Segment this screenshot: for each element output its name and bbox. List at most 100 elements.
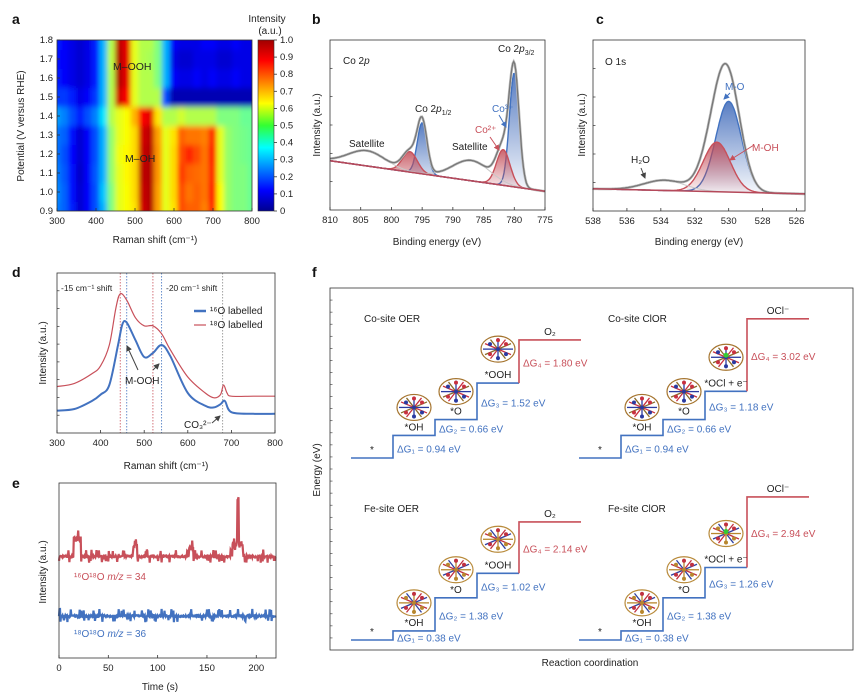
heatmap-cell: [130, 182, 140, 202]
panel-a-ytick-label: 1.0: [40, 187, 53, 198]
heatmap-cell: [115, 144, 124, 164]
heatmap-cell: [76, 40, 85, 50]
panel-b-ylabel: Intensity (a.u.): [312, 93, 323, 156]
arrow-h2o: [640, 167, 646, 179]
heatmap-cell: [138, 182, 148, 202]
heatmap-cell: [76, 87, 85, 107]
heatmap-cell: [146, 87, 155, 107]
heatmap-cell: [138, 49, 148, 69]
panel-b-xtick-label: 810: [322, 215, 338, 226]
heatmap-cell: [146, 163, 155, 183]
heatmap-cell: [224, 125, 233, 145]
heatmap-cell: [76, 125, 85, 145]
panel-a-xtick-label: 800: [244, 216, 260, 227]
delta-g-label: ΔG₄ = 3.02 eV: [751, 352, 816, 363]
delta-g-label: ΔG₁ = 0.94 eV: [397, 445, 461, 456]
panel-c-xtick-label: 534: [653, 216, 669, 227]
heatmap-cell: [154, 182, 163, 202]
heatmap-cell: [193, 125, 202, 145]
step-label: *OOH: [485, 560, 512, 571]
heatmap-cell: [60, 87, 70, 107]
heatmap-cell: [154, 144, 163, 164]
heatmap-cell: [185, 106, 194, 126]
heatmap-cell: [247, 87, 252, 107]
heatmap-cell: [224, 40, 233, 50]
heatmap-cell: [122, 201, 132, 211]
ms-trace-mz36: [57, 607, 277, 625]
heatmap-cell: [68, 40, 77, 50]
heatmap-cell: [185, 163, 194, 183]
heatmap-cell: [107, 106, 116, 126]
heatmap-cell: [107, 40, 116, 50]
delta-g-label: ΔG₂ = 1.38 eV: [439, 611, 504, 622]
heatmap-cell: [193, 87, 202, 107]
heatmap-cell: [169, 201, 179, 211]
heatmap-cell: [208, 125, 218, 145]
heatmap-cell: [154, 49, 163, 69]
heatmap-cell: [99, 87, 109, 107]
heatmap-cell: [216, 49, 226, 69]
panel-e-xtick-label: 0: [56, 663, 61, 674]
colorbar: [257, 39, 275, 212]
panel-a-ytick-label: 1.1: [40, 168, 53, 179]
step-label: *OH: [633, 618, 652, 629]
heatmap-cell: [99, 106, 109, 126]
panel-c-background: [592, 188, 806, 195]
heatmap-cell: [216, 182, 226, 202]
heatmap-cell: [247, 40, 252, 50]
heatmap-cell: [138, 163, 148, 183]
heatmap-cell: [169, 87, 179, 107]
step-label: *: [370, 627, 374, 638]
panel-a-ytick-label: 1.8: [40, 35, 53, 46]
panel-b-xtick-label: 800: [383, 215, 399, 226]
heatmap-cell: [76, 68, 85, 88]
heatmap-cell: [68, 201, 77, 211]
catalyst-structure-icon: [624, 589, 660, 617]
heatmap-cell: [68, 182, 77, 202]
panel-a-heatmap: M–OOH M–OH Intensity (a.u.) Raman shift …: [16, 14, 293, 246]
heatmap-cell: [208, 49, 218, 69]
heatmap-cell: [193, 144, 202, 164]
heatmap-cell: [60, 182, 70, 202]
heatmap-cell: [91, 201, 101, 211]
step-label: *O: [678, 407, 690, 418]
heatmap-cell: [169, 182, 179, 202]
heatmap-cell: [91, 40, 101, 50]
heatmap-cell: [107, 163, 116, 183]
heatmap-cell: [146, 201, 155, 211]
energy-step-final: [518, 339, 581, 384]
heatmap-cell: [146, 182, 155, 202]
heatmap-cell: [83, 68, 93, 88]
label-mz36: ¹⁸O¹⁸O m/z = 36: [74, 629, 147, 640]
heatmap-cell: [57, 40, 62, 50]
step-label: OCl⁻: [767, 306, 790, 317]
heatmap-cell: [115, 201, 124, 211]
heatmap-cell: [91, 68, 101, 88]
step-label: *O: [678, 585, 690, 596]
label-co-2p12: Co 2p1/2: [415, 104, 452, 117]
panel-d-xtick-label: 700: [223, 438, 239, 449]
heatmap-cell: [239, 87, 249, 107]
energy-step-path: [351, 382, 519, 459]
panel-d-xtick-label: 800: [267, 438, 283, 449]
heatmap-cell: [122, 144, 132, 164]
catalyst-structure-icon: [666, 378, 702, 406]
panel-d-frame: [56, 272, 276, 434]
panel-b-xtick-label: 785: [476, 215, 492, 226]
heatmap-cell: [138, 106, 148, 126]
heatmap-cell: [99, 68, 109, 88]
heatmap-cell: [122, 87, 132, 107]
panel-d-xtick-label: 400: [93, 438, 109, 449]
energy-step-final: [746, 318, 809, 392]
heatmap-cell: [91, 87, 101, 107]
heatmap-cell: [208, 68, 218, 88]
diagram-title: Co-site ClOR: [608, 314, 667, 325]
heatmap-cell: [83, 106, 93, 126]
delta-g-label: ΔG₃ = 1.26 eV: [709, 580, 774, 591]
delta-g-label: ΔG₃ = 1.02 eV: [481, 583, 546, 594]
colorbar-tick-label: 0: [280, 206, 285, 217]
heatmap-cell: [83, 201, 93, 211]
heatmap-cell: [200, 201, 210, 211]
heatmap-cell: [200, 144, 210, 164]
